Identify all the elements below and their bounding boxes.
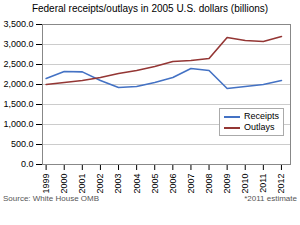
svg-text:2006: 2006 bbox=[168, 174, 178, 194]
svg-text:1,500.0: 1,500.0 bbox=[3, 99, 33, 109]
svg-text:2,000.0: 2,000.0 bbox=[3, 79, 33, 89]
svg-text:2000: 2000 bbox=[59, 174, 69, 194]
svg-text:2010: 2010 bbox=[240, 174, 250, 194]
svg-text:2003: 2003 bbox=[113, 174, 123, 194]
html-text:Outlays: Outlays bbox=[244, 122, 275, 132]
svg-text:2001: 2001 bbox=[77, 174, 87, 194]
svg-text:2004: 2004 bbox=[132, 174, 142, 194]
svg-text:2009: 2009 bbox=[222, 174, 232, 194]
html-text:Federal receipts/outlays in 20: Federal receipts/outlays in 2005 U.S. do… bbox=[31, 3, 269, 14]
svg-text:2,500.0: 2,500.0 bbox=[3, 59, 33, 69]
svg-text:1,000.0: 1,000.0 bbox=[3, 119, 33, 129]
svg-text:2012: 2012 bbox=[276, 174, 286, 194]
svg-text:2008: 2008 bbox=[204, 174, 214, 194]
svg-text:2002: 2002 bbox=[95, 174, 105, 194]
svg-text:0.0: 0.0 bbox=[21, 159, 34, 169]
svg-text:500.0: 500.0 bbox=[11, 139, 34, 149]
svg-text:2007: 2007 bbox=[186, 174, 196, 194]
svg-text:2005: 2005 bbox=[150, 174, 160, 194]
html-text:Source: White House OMB: Source: White House OMB bbox=[3, 194, 99, 203]
html-text:*2011 estimate: *2011 estimate bbox=[244, 194, 297, 203]
svg-text:1999: 1999 bbox=[41, 174, 51, 194]
html-text:Receipts: Receipts bbox=[244, 111, 279, 121]
svg-text:3,500.0: 3,500.0 bbox=[3, 19, 33, 29]
svg-text:3,000.0: 3,000.0 bbox=[3, 39, 33, 49]
svg-text:2011: 2011 bbox=[258, 174, 268, 193]
